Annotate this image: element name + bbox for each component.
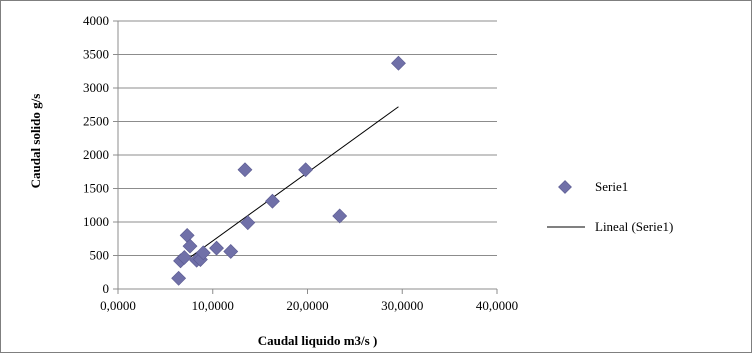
x-tick-label: 20,0000 [286,298,328,313]
y-tick-label: 1000 [83,214,109,229]
gridlines [113,20,498,294]
y-tick-label: 4000 [83,13,109,28]
legend-label-serie1: Serie1 [595,179,628,194]
legend-marker-serie1 [558,180,572,194]
x-tick-label: 10,0000 [192,298,234,313]
data-point [176,250,192,265]
data-point [223,244,239,259]
trendline-group [178,106,399,266]
data-point [209,240,224,256]
y-tick-label: 0 [103,281,110,296]
y-tick-label: 1500 [83,181,109,196]
data-point [298,162,314,178]
data-point [179,227,195,243]
x-tick-labels: 0,0000 10,0000 20,0000 30,0000 40,0000 [100,298,518,313]
data-point [171,270,187,286]
data-point [195,245,211,261]
y-tick-labels: 0 500 1000 1500 2000 2500 3000 3500 4000 [83,13,109,296]
y-tick-label: 3000 [83,80,109,95]
y-tick-label: 2000 [83,147,109,162]
data-point [332,208,348,224]
data-points [171,55,406,286]
y-tick-label: 2500 [83,114,109,129]
x-tick-label: 0,0000 [100,298,136,313]
y-tick-label: 500 [90,248,110,263]
data-point [240,215,256,231]
data-point [391,55,406,71]
y-tick-label: 3500 [83,47,109,62]
axes [117,21,497,290]
trendline [178,106,399,266]
legend-label-lineal: Lineal (Serie1) [595,219,673,234]
legend: Serie1 Lineal (Serie1) [547,179,673,234]
data-point [182,238,198,254]
y-axis-title: Caudal solido g/s [28,94,43,189]
data-point [265,193,280,209]
x-tick-label: 40,0000 [476,298,518,313]
x-tick-label: 30,0000 [381,298,423,313]
data-point [237,162,253,178]
x-axis-title: Caudal liquido m3/s ) [258,333,378,348]
